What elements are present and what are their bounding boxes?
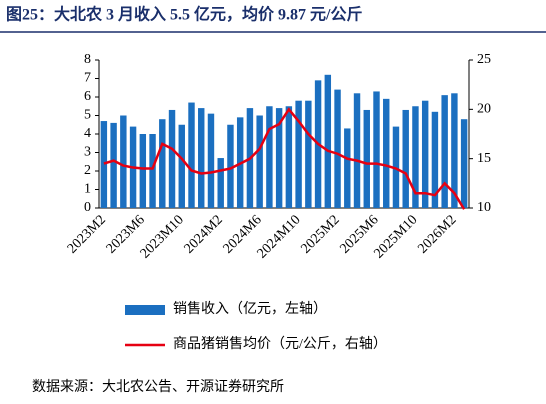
x-tick-label: 2024M10 bbox=[255, 212, 304, 261]
y-tick-label: 4 bbox=[84, 126, 91, 141]
y2-tick-label: 25 bbox=[477, 52, 491, 67]
x-tick-label: 2025M2 bbox=[298, 212, 342, 256]
y2-tick-label: 15 bbox=[477, 151, 491, 166]
legend-label: 销售收入（亿元，左轴） bbox=[173, 301, 327, 317]
y-tick-label: 3 bbox=[84, 145, 91, 160]
y-tick-label: 6 bbox=[84, 89, 91, 104]
bar bbox=[188, 102, 195, 208]
bar bbox=[227, 124, 234, 208]
bar bbox=[373, 91, 380, 208]
bar bbox=[149, 134, 156, 208]
bar bbox=[285, 106, 293, 208]
bar bbox=[100, 121, 108, 208]
bar bbox=[412, 106, 419, 208]
bar bbox=[334, 89, 341, 208]
bar bbox=[353, 93, 361, 208]
y-tick-label: 1 bbox=[84, 182, 91, 197]
bar bbox=[451, 93, 458, 208]
bar bbox=[305, 100, 312, 208]
x-tick-label: 2024M2 bbox=[182, 212, 226, 256]
bar bbox=[198, 108, 205, 208]
y2-tick-label: 10 bbox=[477, 200, 491, 215]
y-tick-label: 8 bbox=[84, 52, 91, 67]
x-tick-label: 2026M2 bbox=[415, 212, 459, 256]
bar bbox=[110, 122, 117, 208]
bar bbox=[120, 115, 127, 208]
x-tick-label: 2023M2 bbox=[65, 212, 109, 256]
y-tick-label: 5 bbox=[84, 108, 91, 123]
bar bbox=[324, 74, 332, 208]
chart-title: 图25：大北农 3 月收入 5.5 亿元，均价 9.87 元/公斤 bbox=[6, 5, 362, 24]
bar bbox=[421, 100, 429, 208]
bar bbox=[207, 113, 215, 208]
source: 数据来源：大北农公告、开源证券研究所 bbox=[32, 379, 284, 395]
bar bbox=[178, 124, 185, 208]
legend-swatch bbox=[125, 305, 165, 315]
bar bbox=[295, 100, 302, 208]
bar bbox=[139, 134, 147, 208]
bar bbox=[275, 108, 283, 208]
price-line bbox=[103, 107, 466, 210]
bar bbox=[344, 128, 351, 208]
bar bbox=[217, 158, 224, 208]
bar bbox=[383, 98, 390, 208]
y2-tick-label: 20 bbox=[477, 102, 491, 117]
legend-label: 商品猪销售均价（元/公斤，右轴） bbox=[173, 336, 387, 352]
bar bbox=[256, 115, 263, 208]
x-tick-label: 2025M10 bbox=[371, 212, 420, 261]
bar bbox=[441, 95, 448, 208]
bar bbox=[168, 109, 176, 208]
bar bbox=[266, 106, 273, 208]
bar bbox=[402, 109, 409, 208]
bar bbox=[460, 119, 468, 208]
y-tick-label: 2 bbox=[84, 163, 91, 178]
y-tick-label: 0 bbox=[84, 200, 91, 215]
y-tick-label: 7 bbox=[84, 71, 91, 86]
bar bbox=[431, 111, 439, 208]
x-tick-label: 2023M10 bbox=[138, 212, 187, 261]
bar bbox=[159, 119, 166, 208]
bar bbox=[363, 109, 370, 208]
